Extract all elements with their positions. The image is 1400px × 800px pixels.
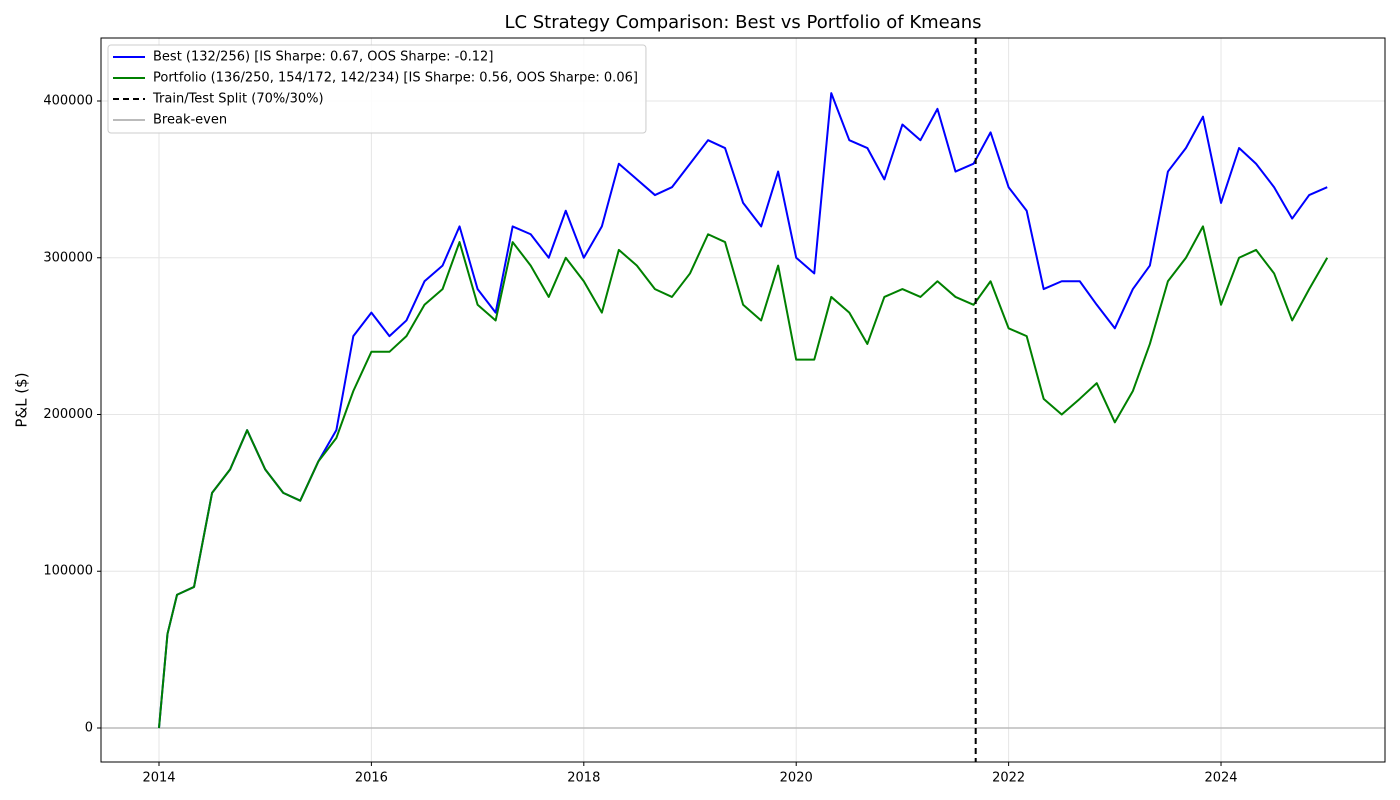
y-tick-label: 200000 — [43, 407, 93, 422]
legend-label: Break-even — [153, 113, 227, 128]
x-tick-label: 2022 — [992, 771, 1025, 786]
y-axis-label: P&L ($) — [13, 372, 31, 427]
y-tick-label: 100000 — [43, 564, 93, 579]
legend-label: Train/Test Split (70%/30%) — [152, 92, 324, 107]
x-tick-label: 2014 — [142, 771, 175, 786]
series-line — [157, 92, 1328, 729]
y-tick-label: 300000 — [43, 250, 93, 265]
legend-label: Portfolio (136/250, 154/172, 142/234) [I… — [153, 71, 638, 86]
series-line — [157, 225, 1329, 729]
y-tick-label: 400000 — [43, 94, 93, 109]
chart-title: LC Strategy Comparison: Best vs Portfoli… — [504, 12, 981, 33]
legend: Best (132/256) [IS Sharpe: 0.67, OOS Sha… — [107, 44, 647, 134]
x-tick-label: 2020 — [780, 771, 813, 786]
x-tick-label: 2016 — [355, 771, 388, 786]
legend-label: Best (132/256) [IS Sharpe: 0.67, OOS Sha… — [153, 50, 493, 65]
plot-frame — [100, 37, 1386, 763]
x-tick-label: 2024 — [1204, 771, 1237, 786]
y-tick-label: 0 — [85, 720, 93, 735]
legend-box — [107, 44, 647, 134]
x-tick-label: 2018 — [567, 771, 600, 786]
